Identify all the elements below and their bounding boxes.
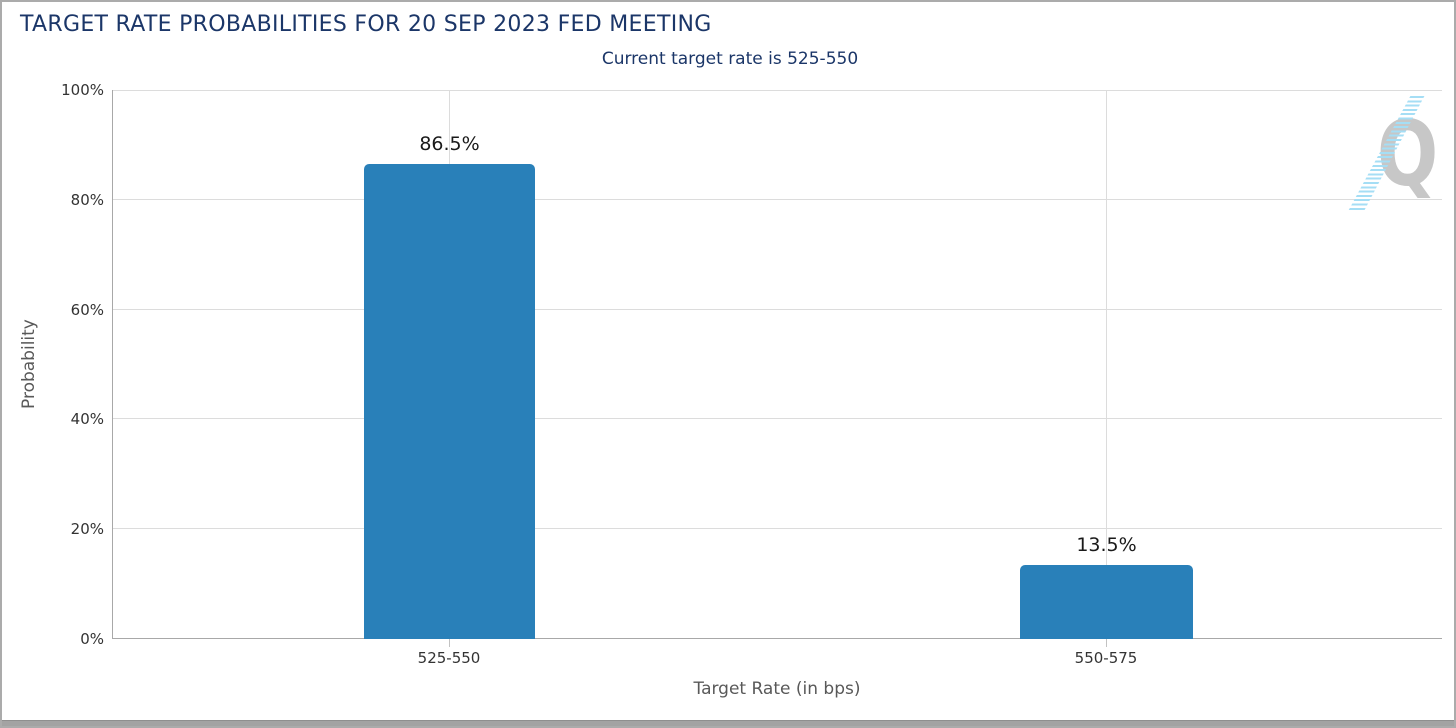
gridline-20 — [112, 528, 1442, 530]
ytick-80: 80% — [70, 190, 104, 209]
bar-525-550[interactable]: 86.5% — [364, 133, 535, 639]
x-axis-title: Target Rate (in bps) — [693, 679, 861, 699]
horizontal-scrollbar[interactable] — [2, 720, 1454, 726]
y-axis-line — [112, 90, 113, 639]
xcat-label-525-550: 525-550 — [417, 649, 481, 667]
chart-subtitle: Current target rate is 525-550 — [601, 49, 859, 69]
gridline-100 — [112, 90, 1442, 91]
bar-value-525-550: 86.5% — [419, 133, 480, 156]
xtick-mark-1 — [449, 639, 450, 647]
gridline-40 — [112, 418, 1442, 420]
gridline-60 — [112, 308, 1442, 310]
x-axis-line — [112, 638, 1442, 639]
xtick-mark-2 — [1106, 639, 1107, 647]
plot-area: 0% 20% 40% 60% 80% 100% 86.5% 13.5% 525-… — [61, 81, 1442, 667]
xcat-label-550-575: 550-575 — [1074, 649, 1138, 667]
chart-title: TARGET RATE PROBABILITIES FOR 20 SEP 202… — [20, 12, 712, 37]
y-axis-title: Probability — [19, 319, 39, 410]
bar-550-575[interactable]: 13.5% — [1020, 534, 1193, 639]
ytick-0: 0% — [80, 630, 104, 648]
bar-value-550-575: 13.5% — [1076, 533, 1137, 556]
ytick-20: 20% — [70, 520, 104, 539]
ytick-40: 40% — [70, 410, 104, 429]
ytick-100: 100% — [61, 81, 104, 99]
gridline-cat-2 — [1106, 90, 1107, 639]
gridline-80 — [112, 198, 1442, 200]
ytick-60: 60% — [70, 300, 104, 319]
quikstrike-watermark-logo: Q — [1347, 96, 1438, 210]
